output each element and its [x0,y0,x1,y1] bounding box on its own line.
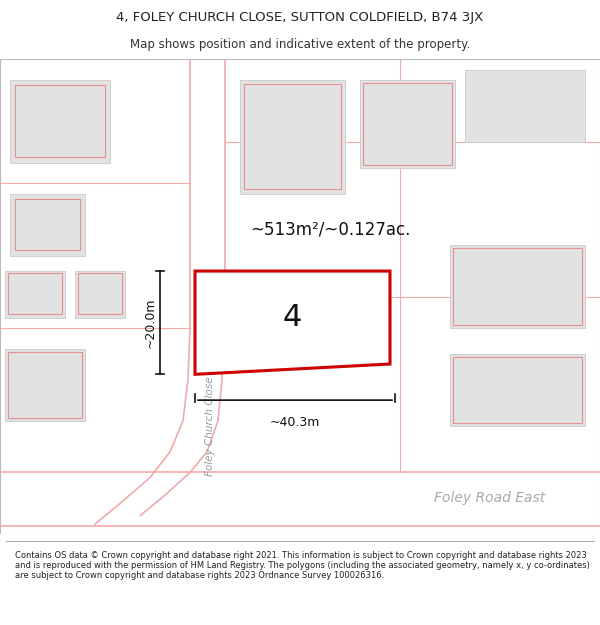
Bar [10,80,110,162]
Bar [8,352,82,418]
Bar [5,271,65,318]
Text: 4, FOLEY CHURCH CLOSE, SUTTON COLDFIELD, B74 3JX: 4, FOLEY CHURCH CLOSE, SUTTON COLDFIELD,… [116,11,484,24]
Bar [244,84,341,189]
Bar [8,273,62,314]
Text: Foley Road East: Foley Road East [434,491,545,505]
Text: ~513m²/~0.127ac.: ~513m²/~0.127ac. [250,221,410,239]
Bar [240,80,345,194]
Bar [190,59,225,452]
Bar [15,199,80,251]
Text: ~20.0m: ~20.0m [143,298,157,348]
Bar [360,80,455,168]
Bar [363,83,452,165]
Text: Map shows position and indicative extent of the property.: Map shows position and indicative extent… [130,38,470,51]
Bar [78,273,122,314]
Bar [453,357,582,423]
Bar [0,472,600,534]
Text: 4: 4 [283,303,302,332]
Bar [75,271,125,318]
Bar [15,85,105,158]
Bar [450,245,585,328]
Bar [10,194,85,256]
Bar [465,70,585,142]
Bar [5,349,85,421]
Polygon shape [195,271,390,374]
Text: Contains OS data © Crown copyright and database right 2021. This information is : Contains OS data © Crown copyright and d… [15,551,590,581]
Text: ~40.3m: ~40.3m [270,416,320,429]
Text: Foley Church Close: Foley Church Close [205,376,215,476]
Bar [453,248,582,325]
Bar [450,354,585,426]
